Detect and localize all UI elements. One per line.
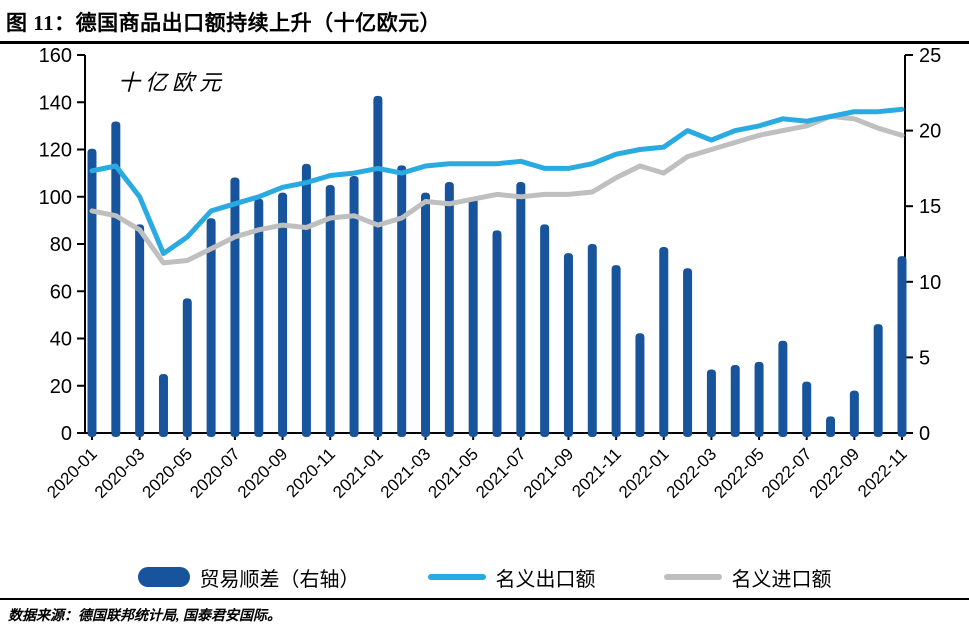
trade-surplus-bar xyxy=(873,324,883,437)
x-axis-tick-label: 2021-05 xyxy=(424,444,482,502)
exports-line xyxy=(89,106,905,256)
chart-title: 图 11：德国商品出口额持续上升（十亿欧元） xyxy=(0,0,969,44)
trade-surplus-bar xyxy=(254,198,264,437)
legend-label-imports: 名义进口额 xyxy=(731,568,832,591)
trade-surplus-bar xyxy=(849,390,859,437)
trade-surplus-bar xyxy=(754,361,764,437)
trade-surplus-bar xyxy=(444,182,454,437)
trade-surplus-bar xyxy=(587,244,597,437)
x-axis-tick-label: 2021-11 xyxy=(568,444,625,501)
left-axis-tick-label: 120 xyxy=(39,140,72,162)
bar-swatch-icon xyxy=(137,567,190,587)
trade-surplus-bar xyxy=(278,192,288,437)
x-axis-tick-label: 2022-11 xyxy=(854,444,911,501)
trade-surplus-bar xyxy=(182,298,192,437)
legend-label-trade-surplus: 贸易顺差（右轴） xyxy=(199,568,360,591)
imports-line xyxy=(89,113,905,266)
line-swatch-icon xyxy=(663,574,722,580)
trade-surplus-bar xyxy=(206,218,216,437)
legend-item-exports: 名义出口额 xyxy=(427,563,596,592)
trade-surplus-bar xyxy=(301,163,311,437)
trade-surplus-bar xyxy=(659,247,669,437)
trade-surplus-bar xyxy=(111,121,121,437)
x-axis-tick-label: 2022-09 xyxy=(806,444,864,502)
right-axis-tick-label: 20 xyxy=(919,121,941,143)
trade-surplus-bar xyxy=(349,175,359,437)
left-axis-tick-label: 0 xyxy=(61,423,72,445)
x-axis-tick-label: 2021-07 xyxy=(472,444,530,502)
x-axis-tick-label: 2020-11 xyxy=(282,444,339,501)
trade-surplus-bar xyxy=(373,95,383,437)
line-swatch-icon xyxy=(427,574,486,580)
x-axis-tick-label: 2022-01 xyxy=(615,444,673,502)
trade-surplus-bar xyxy=(683,268,693,437)
left-axis-tick-label: 160 xyxy=(39,45,72,67)
x-axis-tick-label: 2021-09 xyxy=(520,444,578,502)
trade-surplus-bar xyxy=(397,165,407,437)
legend-label-exports: 名义出口额 xyxy=(495,568,596,591)
trade-surplus-bar xyxy=(325,185,335,437)
trade-surplus-bar xyxy=(778,340,788,437)
trade-surplus-bar xyxy=(540,224,550,437)
left-axis-tick-label: 80 xyxy=(50,234,72,256)
source-footer: 数据来源：德国联邦统计局, 国泰君安国际。 xyxy=(0,598,969,625)
data-source-text: 数据来源：德国联邦统计局, 国泰君安国际。 xyxy=(8,609,281,624)
right-axis-tick-label: 15 xyxy=(919,196,941,218)
trade-surplus-bar xyxy=(421,192,431,437)
left-axis-tick-label: 60 xyxy=(50,281,72,303)
unit-label: 十亿欧元 xyxy=(118,70,226,95)
x-axis-tick-label: 2022-03 xyxy=(663,444,721,502)
x-axis-tick-label: 2020-07 xyxy=(186,444,244,502)
chart-area: 0 20 40 60 80 100 120 140 160 0 5 10 15 20 25 2020-01 20… xyxy=(0,38,969,558)
trade-surplus-bar xyxy=(87,148,97,437)
trade-surplus-bar xyxy=(635,333,645,437)
chart-legend: 贸易顺差（右轴） 名义出口额 名义进口额 xyxy=(0,556,969,598)
x-axis-tick-label: 2020-01 xyxy=(43,444,101,502)
trade-surplus-bar xyxy=(158,374,168,437)
trade-surplus-bar xyxy=(135,224,145,437)
trade-surplus-bar xyxy=(802,381,812,437)
left-axis-tick-label: 100 xyxy=(39,187,72,209)
left-axis-tick-label: 40 xyxy=(50,329,72,351)
x-axis-tick-label: 2020-09 xyxy=(234,444,292,502)
x-axis-tick-label: 2022-07 xyxy=(758,444,816,502)
legend-item-trade-surplus: 贸易顺差（右轴） xyxy=(137,563,360,592)
right-axis-tick-label: 0 xyxy=(919,423,930,445)
trade-surplus-bar xyxy=(730,364,740,437)
trade-surplus-bar xyxy=(516,182,526,437)
trade-surplus-bar xyxy=(230,177,240,438)
x-axis-tick-label: 2020-05 xyxy=(139,444,197,502)
trade-surplus-bar xyxy=(706,369,716,437)
left-axis-tick-label: 140 xyxy=(39,92,72,114)
right-axis-tick-label: 25 xyxy=(919,45,941,67)
x-axis-tick-label: 2022-05 xyxy=(710,444,768,502)
left-axis-tick-label: 20 xyxy=(50,376,72,398)
x-axis-tick-label: 2020-03 xyxy=(91,444,149,502)
x-axis-tick-label: 2021-01 xyxy=(329,444,387,502)
trade-surplus-bar xyxy=(492,230,502,437)
chart-svg: 02040608010012014016005101520252020-0120… xyxy=(39,45,942,502)
trade-surplus-bar xyxy=(611,265,621,437)
trade-surplus-bar xyxy=(897,256,907,437)
x-axis-tick-label: 2021-03 xyxy=(377,444,435,502)
trade-surplus-bar xyxy=(563,253,573,437)
right-axis-tick-label: 10 xyxy=(919,272,941,294)
right-axis-tick-label: 5 xyxy=(919,347,930,369)
trade-surplus-bar xyxy=(826,416,836,437)
trade-surplus-bar xyxy=(468,197,478,437)
legend-item-imports: 名义进口额 xyxy=(663,563,832,592)
